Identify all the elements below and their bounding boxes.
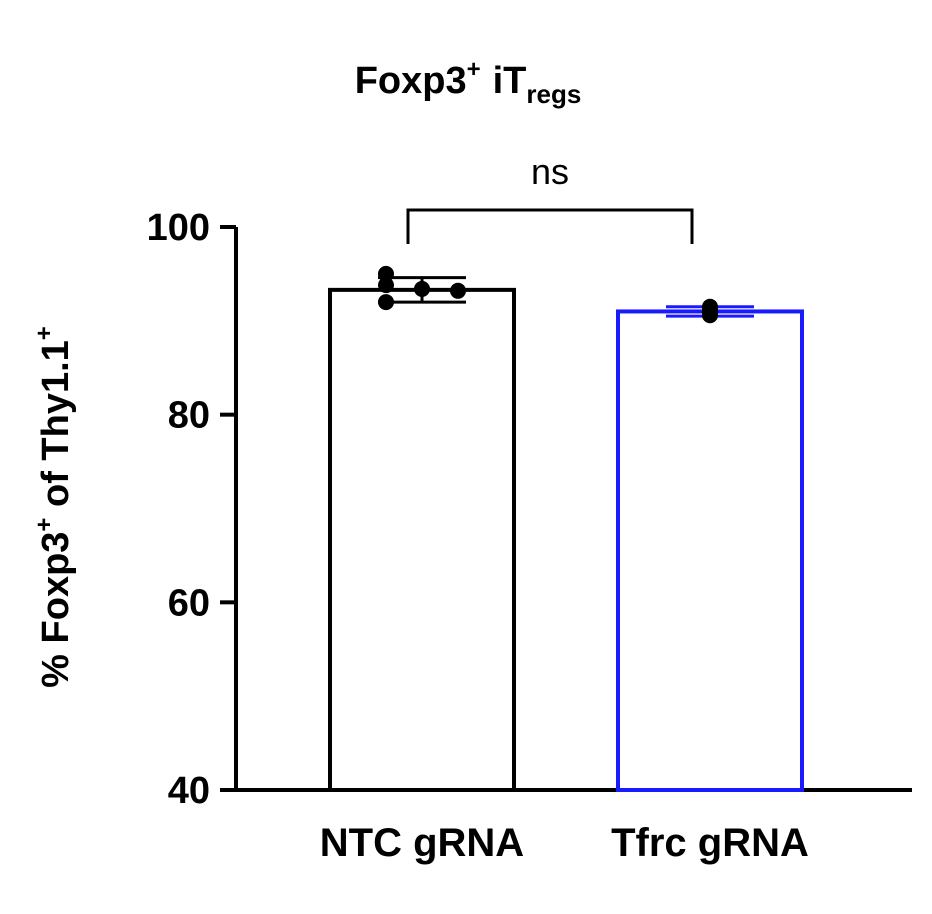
- bar-0: [328, 287, 516, 792]
- x-tick-labels: NTC gRNA Tfrc gRNA: [320, 821, 809, 865]
- title-suffix: iT: [493, 60, 527, 102]
- significance-label: ns: [531, 151, 569, 192]
- title-main: Foxp3: [355, 60, 467, 102]
- data-points: [378, 265, 718, 324]
- ylabel-sup2: +: [31, 326, 58, 340]
- bar-1: [616, 309, 804, 792]
- y-axis-label: % Foxp3+ of Thy1.1+: [31, 326, 77, 688]
- data-point-0-4: [378, 294, 394, 311]
- title-suffix-sub: regs: [526, 79, 581, 109]
- y-ticks: 40 60 80 100: [147, 207, 236, 812]
- ylabel-sup1: +: [31, 518, 58, 532]
- data-point-0-2: [414, 280, 430, 297]
- data-point-0-0: [378, 265, 394, 282]
- y-tick-label-1: 60: [168, 582, 210, 624]
- bars: [328, 287, 804, 792]
- y-tick-label-0: 40: [168, 770, 210, 812]
- ylabel-part1: % Foxp3: [35, 532, 77, 688]
- y-tick-label-3: 100: [147, 207, 210, 249]
- y-tick-label-2: 80: [168, 395, 210, 437]
- title-main-sup: +: [467, 56, 481, 83]
- ylabel-part2: of Thy1.1: [35, 340, 77, 517]
- data-point-1-3: [702, 307, 718, 324]
- data-point-0-3: [450, 282, 466, 299]
- x-tick-label-1: Tfrc gRNA: [611, 821, 809, 865]
- chart-title: Foxp3+ iTregs: [355, 56, 582, 109]
- x-tick-label-0: NTC gRNA: [320, 821, 524, 865]
- significance-bracket: [406, 208, 694, 244]
- data-point-0-1: [378, 277, 394, 294]
